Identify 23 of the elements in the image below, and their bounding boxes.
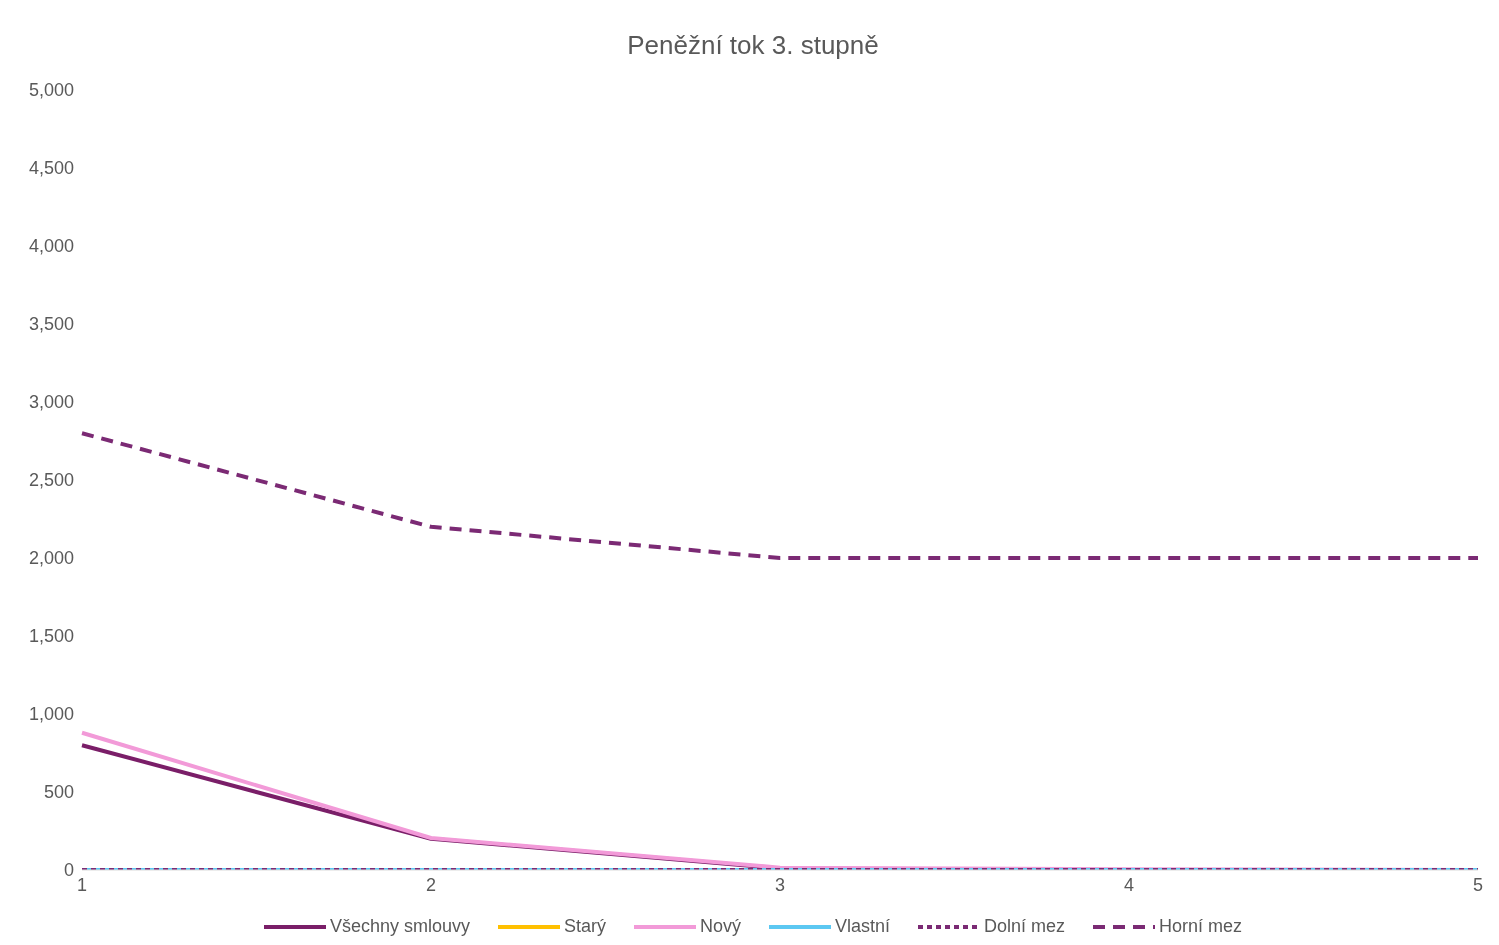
legend-label: Všechny smlouvy	[329, 916, 470, 937]
legend-label: Dolní mez	[984, 916, 1066, 937]
x-tick-label: 4	[1123, 874, 1135, 895]
x-tick-label: 1	[76, 874, 88, 895]
legend-label: Horní mez	[1159, 916, 1243, 937]
x-tick-label: 5	[1472, 874, 1484, 895]
y-tick-label: 500	[43, 782, 74, 803]
chart-title: Peněžní tok 3. stupně	[626, 29, 880, 62]
y-tick-label: 3,500	[28, 314, 74, 335]
legend-label: Nový	[699, 916, 741, 937]
y-tick-label: 1,500	[28, 626, 74, 647]
y-tick-label: 2,000	[28, 548, 74, 569]
x-tick-label: 2	[425, 874, 437, 895]
y-tick-label: 4,000	[28, 236, 74, 257]
x-tick-label: 3	[774, 874, 786, 895]
y-tick-label: 3,000	[28, 392, 74, 413]
legend-label: Starý	[563, 916, 606, 937]
y-tick-label: 1,000	[28, 704, 74, 725]
y-tick-label: 2,500	[28, 470, 74, 491]
legend-label: Vlastní	[835, 916, 891, 937]
y-tick-label: 0	[63, 860, 74, 881]
y-tick-label: 5,000	[28, 80, 74, 101]
y-tick-label: 4,500	[28, 158, 74, 179]
